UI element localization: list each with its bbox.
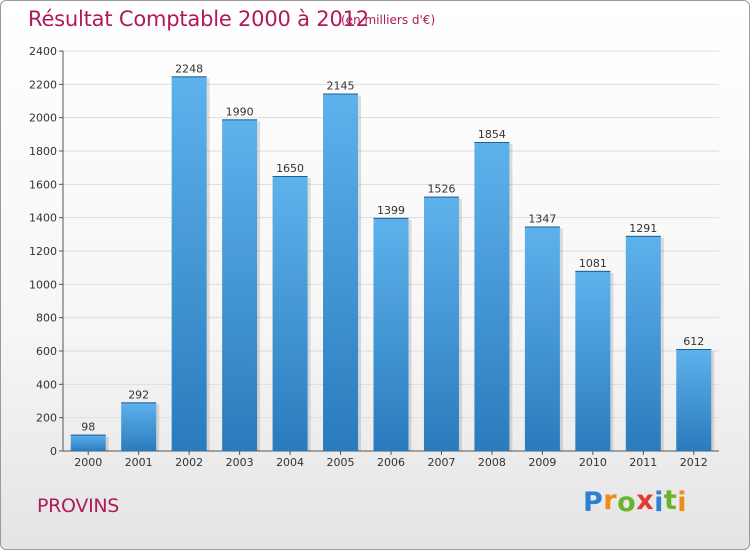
y-tick-label: 2200 <box>29 78 57 91</box>
bar <box>323 93 359 451</box>
y-tick-label: 1600 <box>29 178 57 191</box>
x-tick-label: 2006 <box>377 456 405 469</box>
y-tick-label: 2000 <box>29 112 57 125</box>
bar-chart: 0 200 400 600 800 1000 1200 1400 1600 1800 2000 220… <box>29 45 719 469</box>
y-tick-label: 2400 <box>29 45 57 58</box>
x-tick-label: 2004 <box>276 456 304 469</box>
data-label: 1990 <box>226 105 254 118</box>
bar <box>121 402 157 451</box>
data-label: 1650 <box>276 162 304 175</box>
bar <box>575 270 611 451</box>
logo-letter: x <box>636 485 655 516</box>
data-label: 2248 <box>175 62 203 75</box>
logo-letter: r <box>603 485 618 516</box>
chart-subtitle: (en milliers d'€) <box>341 13 436 27</box>
bar <box>474 142 510 451</box>
city-name: PROVINS <box>37 495 120 517</box>
y-tick-label: 1800 <box>29 145 57 158</box>
data-label: 612 <box>683 335 704 348</box>
logo-letter: t <box>663 485 678 516</box>
data-label: 1291 <box>629 222 657 235</box>
y-tick-label: 800 <box>36 312 57 325</box>
x-tick-label: 2012 <box>680 456 708 469</box>
x-tick-label: 2000 <box>74 456 102 469</box>
x-tick-label: 2001 <box>125 456 153 469</box>
bar <box>625 235 661 451</box>
x-tick-label: 2003 <box>226 456 254 469</box>
y-tick-label: 600 <box>36 345 57 358</box>
proxiti-logo[interactable]: Proxiti <box>583 485 688 518</box>
x-tick-label: 2009 <box>528 456 556 469</box>
y-tick-label: 1200 <box>29 245 57 258</box>
data-label: 1347 <box>528 213 556 226</box>
logo-letter: o <box>617 487 637 518</box>
logo-letter: i <box>677 487 688 518</box>
y-tick-label: 0 <box>50 445 57 458</box>
logo-letter: i <box>654 487 664 518</box>
data-label: 1854 <box>478 128 506 141</box>
bar <box>676 349 712 451</box>
bar <box>373 217 409 451</box>
y-tick-label: 400 <box>36 378 57 391</box>
data-label: 98 <box>81 421 95 434</box>
data-label: 1081 <box>579 257 607 270</box>
logo-letter: P <box>583 487 604 518</box>
data-label: 1526 <box>427 183 455 196</box>
x-tick-label: 2005 <box>327 456 355 469</box>
bar <box>222 119 258 451</box>
bar <box>524 226 560 451</box>
y-tick-label: 1000 <box>29 278 57 291</box>
data-label: 2145 <box>327 80 355 93</box>
x-tick-label: 2002 <box>175 456 203 469</box>
x-tick-label: 2010 <box>579 456 607 469</box>
x-tick-label: 2011 <box>629 456 657 469</box>
x-tick-label: 2008 <box>478 456 506 469</box>
bar <box>70 434 106 451</box>
y-tick-label: 1400 <box>29 212 57 225</box>
bar <box>423 196 459 451</box>
data-label: 1399 <box>377 204 405 217</box>
chart-title: Résultat Comptable 2000 à 2012 <box>28 7 369 31</box>
bar <box>272 176 308 451</box>
data-label: 292 <box>128 388 149 401</box>
bar <box>171 76 207 451</box>
y-tick-label: 200 <box>36 412 57 425</box>
x-tick-label: 2007 <box>427 456 455 469</box>
